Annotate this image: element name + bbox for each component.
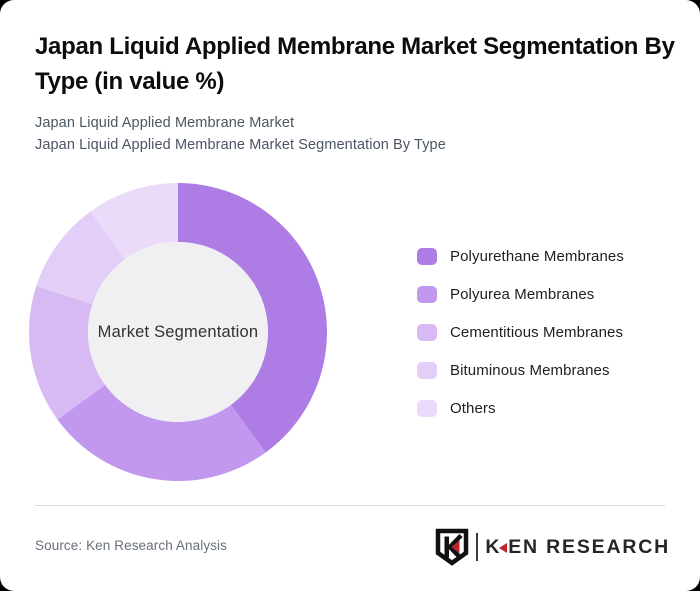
- footer-divider: [35, 505, 665, 506]
- donut-segment-3: [36, 211, 126, 305]
- legend-swatch-icon: [417, 323, 437, 341]
- legend-item-polyurethane-membranes: Polyurethane Membranes: [417, 237, 624, 275]
- legend-swatch-icon: [417, 399, 437, 417]
- legend-item-cementitious-membranes: Cementitious Membranes: [417, 313, 624, 351]
- donut-chart-svg: [29, 183, 327, 481]
- legend: Polyurethane Membranes Polyurea Membranes…: [417, 237, 624, 427]
- subtitle-line-1: Japan Liquid Applied Membrane Market: [35, 115, 295, 131]
- legend-label: Polyurethane Membranes: [450, 247, 624, 265]
- ken-research-badge-icon: [436, 528, 469, 566]
- donut-segment-1: [57, 384, 266, 481]
- logo-text-rest: EN RESEARCH: [508, 535, 670, 558]
- legend-item-bituminous-membranes: Bituminous Membranes: [417, 351, 624, 389]
- donut-segment-2: [29, 285, 106, 420]
- donut-chart: Market Segmentation: [28, 182, 328, 482]
- donut-center-circle: [88, 242, 268, 422]
- source-text: Source: Ken Research Analysis: [35, 538, 227, 553]
- chart-title: Japan Liquid Applied Membrane Market Seg…: [35, 33, 675, 95]
- legend-swatch-icon: [417, 361, 437, 379]
- legend-label: Bituminous Membranes: [450, 361, 610, 379]
- legend-swatch-icon: [417, 247, 437, 265]
- logo-wordmark: K EN RESEARCH: [485, 536, 670, 559]
- legend-item-polyurea-membranes: Polyurea Membranes: [417, 275, 624, 313]
- legend-label: Others: [450, 399, 496, 417]
- donut-segment-4: [90, 183, 178, 260]
- legend-swatch-icon: [417, 285, 437, 303]
- logo-letter-k: K: [485, 535, 502, 558]
- legend-label: Polyurea Membranes: [450, 285, 595, 303]
- logo-red-triangle-icon: [499, 543, 508, 553]
- legend-item-others: Others: [417, 389, 624, 427]
- chart-subtitle: Japan Liquid Applied Membrane Market Jap…: [35, 113, 446, 156]
- legend-label: Cementitious Membranes: [450, 323, 624, 341]
- ken-research-logo: K EN RESEARCH: [434, 528, 670, 566]
- subtitle-line-2: Japan Liquid Applied Membrane Market Seg…: [35, 136, 446, 153]
- donut-segment-0: [178, 183, 327, 453]
- logo-separator: [476, 533, 479, 561]
